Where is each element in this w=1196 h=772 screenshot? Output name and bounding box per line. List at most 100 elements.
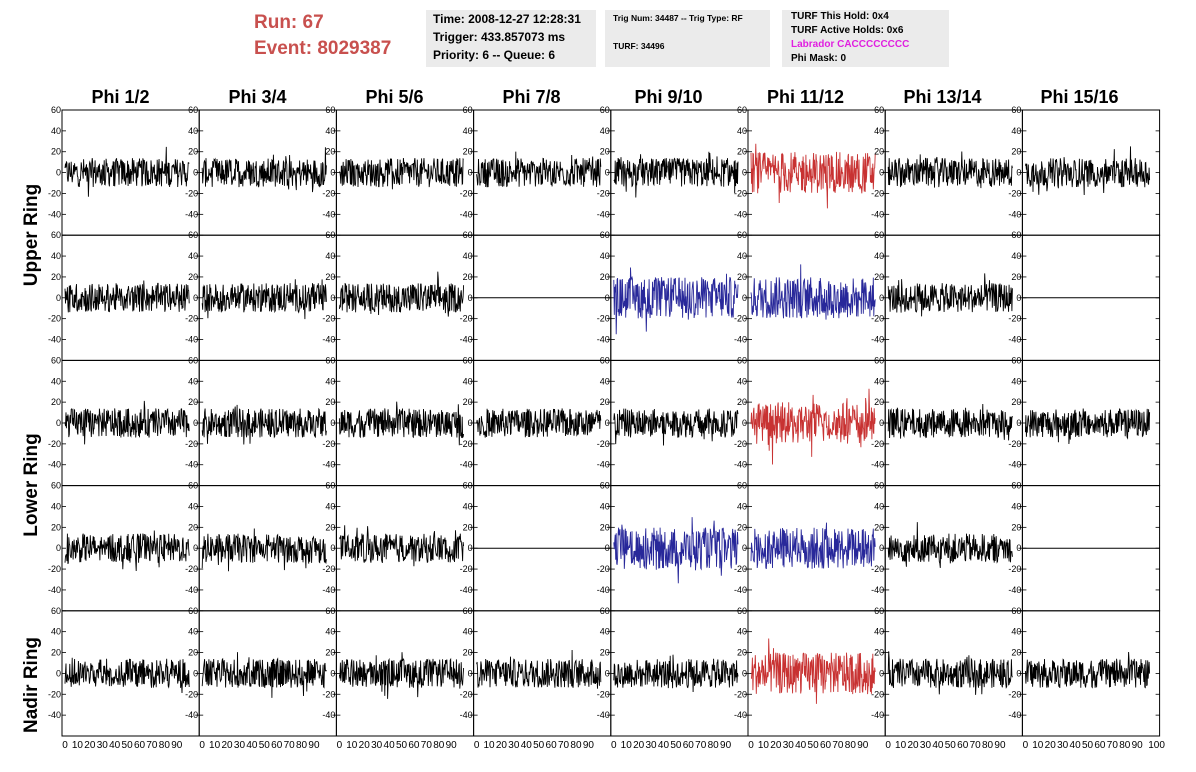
waveform-panel: -40 -20 0 20 40 60: [597, 230, 749, 361]
waveform-panel: -40 -20 0 20 40 60: [734, 355, 886, 487]
y-tick-label: -40: [871, 710, 884, 720]
waveform-trace: [887, 522, 1013, 568]
y-tick-label: 0: [605, 293, 610, 303]
y-tick-label: 20: [600, 147, 610, 157]
waveform-panel: -40 -20 0 20 40 60: [734, 481, 886, 612]
y-tick-label: 20: [1011, 522, 1021, 532]
x-tick-label: 60: [683, 740, 695, 751]
y-tick-label: 40: [463, 376, 473, 386]
y-tick-label: 0: [742, 668, 747, 678]
waveform-panel: -40 -20 0 20 40 60: [1008, 230, 1161, 361]
event-time: Time: 2008-12-27 12:28:31: [433, 12, 581, 26]
waveform-trace: [339, 157, 464, 190]
phi-mask: Phi Mask: 0: [791, 53, 847, 64]
y-tick-label: 60: [1011, 355, 1021, 365]
x-tick-label: 30: [97, 740, 109, 751]
x-tick-label: 0: [748, 740, 754, 751]
x-tick-label: 70: [284, 740, 296, 751]
phi-header-1-2: Phi 1/2: [91, 87, 150, 107]
y-tick-label: -20: [734, 314, 747, 324]
x-tick-label: 50: [533, 740, 545, 751]
y-tick-label: 40: [463, 501, 473, 511]
y-tick-label: 40: [874, 501, 884, 511]
y-tick-label: -40: [48, 460, 61, 470]
y-tick-label: 0: [1016, 543, 1021, 553]
x-tick-label: 70: [695, 740, 707, 751]
y-tick-label: 40: [1011, 126, 1021, 136]
x-tick-label: 50: [945, 740, 957, 751]
x-tick-label: 50: [1082, 740, 1094, 751]
waveform-trace: [64, 280, 190, 313]
event-number: Event: 8029387: [254, 38, 392, 59]
y-tick-label: -20: [460, 564, 473, 574]
x-tick-label: 20: [770, 740, 782, 751]
y-tick-label: -40: [322, 585, 335, 595]
waveform-trace: [613, 408, 739, 446]
waveform-trace: [201, 652, 327, 698]
y-tick-label: 20: [874, 272, 884, 282]
phi-header-9-10: Phi 9/10: [634, 87, 703, 107]
waveform-trace: [613, 267, 739, 335]
waveform-trace: [201, 528, 327, 572]
x-tick-label: 70: [1107, 740, 1119, 751]
waveform-trace: [64, 400, 190, 445]
trigger-info-box: Trig Num: 34487 -- Trig Type: RF TURF: 3…: [605, 10, 770, 67]
priority-queue: Priority: 6 -- Queue: 6: [433, 48, 556, 62]
x-tick-label: 10: [483, 740, 495, 751]
x-tick-label: 40: [246, 740, 258, 751]
y-tick-label: 60: [51, 230, 61, 240]
y-tick-label: 20: [737, 272, 747, 282]
waveform-trace: [613, 517, 739, 584]
y-tick-label: -40: [48, 710, 61, 720]
y-tick-label: 60: [874, 230, 884, 240]
trig-num: Trig Num: 34487 -- Trig Type: RF: [613, 13, 743, 23]
waveform-panel: -40 -20 0 20 40 60: [871, 481, 1023, 612]
waveform-panel: -40 -20 0 20 40 60: [185, 355, 337, 487]
y-tick-label: 40: [51, 251, 61, 261]
y-tick-label: -40: [871, 585, 884, 595]
y-tick-label: -40: [322, 460, 335, 470]
y-tick-label: 20: [874, 397, 884, 407]
y-tick-label: 20: [463, 397, 473, 407]
x-tick-label: 40: [795, 740, 807, 751]
y-tick-label: -40: [597, 460, 610, 470]
x-tick-label: 0: [611, 740, 617, 751]
y-tick-label: 40: [1011, 627, 1021, 637]
y-tick-label: -40: [185, 209, 198, 219]
y-tick-label: 60: [463, 481, 473, 491]
y-tick-label: 0: [605, 418, 610, 428]
y-tick-label: 60: [600, 606, 610, 616]
y-tick-label: -20: [871, 439, 884, 449]
y-tick-label: -40: [1008, 710, 1021, 720]
y-tick-label: 20: [737, 147, 747, 157]
y-tick-label: 20: [188, 147, 198, 157]
y-tick-label: 60: [874, 606, 884, 616]
x-tick-label: 100: [1148, 740, 1165, 751]
y-tick-label: -20: [1008, 564, 1021, 574]
y-tick-label: -40: [597, 585, 610, 595]
waveform-panel: -40 -20 0 20 40 60: [871, 230, 1023, 361]
y-tick-label: 0: [330, 668, 335, 678]
y-tick-label: 60: [600, 481, 610, 491]
y-tick-label: -40: [1008, 335, 1021, 345]
x-tick-label: 80: [433, 740, 445, 751]
waveform-trace: [751, 638, 876, 704]
y-tick-label: 60: [51, 105, 61, 115]
x-tick-label: 20: [359, 740, 371, 751]
y-tick-label: 60: [1011, 481, 1021, 491]
y-tick-label: 60: [325, 355, 335, 365]
waveform-panel: -40 -20 0 20 40 60: [460, 355, 612, 487]
y-tick-label: 20: [51, 522, 61, 532]
phi-header-13-14: Phi 13/14: [903, 87, 982, 107]
y-tick-label: 20: [463, 272, 473, 282]
y-tick-label: 60: [325, 606, 335, 616]
x-tick-label: 90: [857, 740, 869, 751]
y-tick-label: -40: [185, 460, 198, 470]
waveform-trace: [201, 279, 327, 320]
y-tick-label: 60: [737, 481, 747, 491]
run-number: Run: 67: [254, 12, 324, 33]
y-tick-label: 20: [737, 648, 747, 658]
y-tick-label: -20: [871, 564, 884, 574]
y-tick-label: -40: [322, 710, 335, 720]
waveform-panel: -40 -20 0 20 40 60: [597, 606, 749, 737]
